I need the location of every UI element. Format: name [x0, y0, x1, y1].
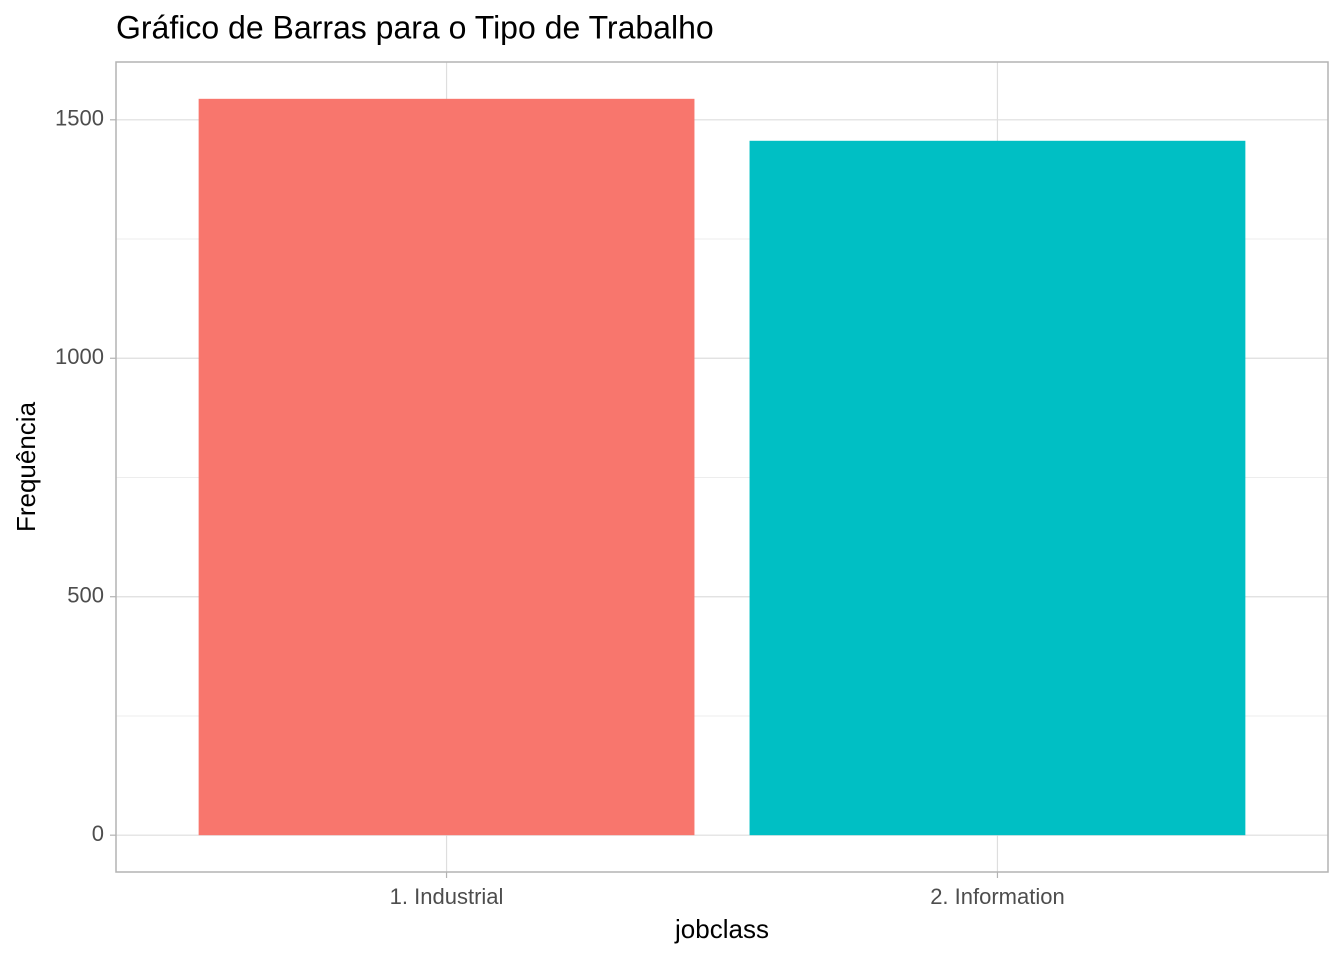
y-axis-title: Frequência [11, 401, 41, 532]
bar [749, 140, 1246, 836]
x-tick-label: 1. Industrial [390, 884, 504, 909]
bar [198, 98, 695, 836]
chart-title: Gráfico de Barras para o Tipo de Trabalh… [116, 9, 714, 45]
x-tick-label: 2. Information [930, 884, 1065, 909]
panel-border [115, 61, 1329, 873]
y-tick-label: 0 [92, 821, 104, 846]
y-tick-label: 500 [67, 583, 104, 608]
x-axis-title: jobclass [674, 914, 769, 944]
y-tick-label: 1500 [55, 106, 104, 131]
y-tick-label: 1000 [55, 344, 104, 369]
